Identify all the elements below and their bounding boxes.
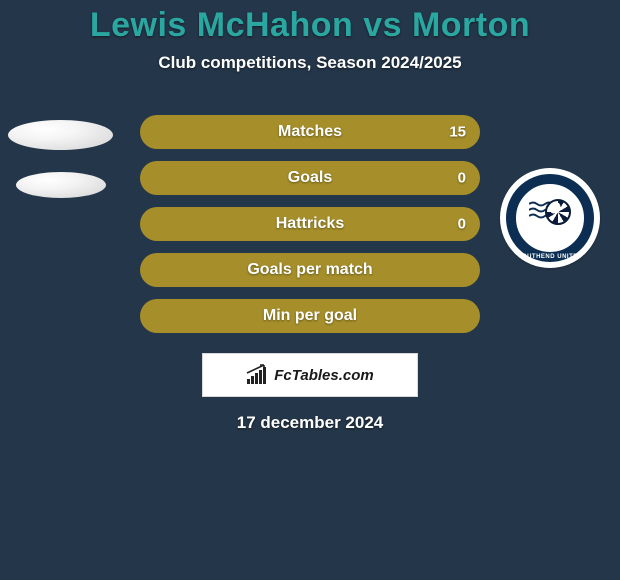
page-subtitle: Club competitions, Season 2024/2025 <box>0 53 620 73</box>
stat-label: Goals <box>288 169 332 187</box>
left-player-badges <box>8 120 113 198</box>
stat-row-goals: Goals 0 <box>140 161 480 195</box>
stat-label: Matches <box>278 123 342 141</box>
stat-row-matches: Matches 15 <box>140 115 480 149</box>
stat-row-min-per-goal: Min per goal <box>140 299 480 333</box>
branding-text: FcTables.com <box>274 367 373 384</box>
stat-value-right: 15 <box>449 124 466 141</box>
football-icon <box>545 199 571 225</box>
branding-box[interactable]: FcTables.com <box>202 353 418 397</box>
stat-row-hattricks: Hattricks 0 <box>140 207 480 241</box>
footer-date: 17 december 2024 <box>0 413 620 433</box>
crest-club-name: SOUTHEND UNITED <box>500 254 600 260</box>
page-title: Lewis McHahon vs Morton <box>0 0 620 45</box>
stat-value-right: 0 <box>458 170 466 187</box>
club-crest: SOUTHEND UNITED <box>500 168 600 268</box>
stat-label: Hattricks <box>276 215 344 233</box>
stat-value-right: 0 <box>458 216 466 233</box>
page-root: Lewis McHahon vs Morton Club competition… <box>0 0 620 580</box>
bar-chart-icon <box>246 366 268 384</box>
player-badge-placeholder <box>8 120 113 150</box>
stat-label: Min per goal <box>263 307 357 325</box>
player-badge-placeholder <box>16 172 106 198</box>
crest-center <box>521 189 579 247</box>
stat-label: Goals per match <box>247 261 372 279</box>
stat-row-goals-per-match: Goals per match <box>140 253 480 287</box>
right-club-badge: SOUTHEND UNITED <box>500 168 600 268</box>
